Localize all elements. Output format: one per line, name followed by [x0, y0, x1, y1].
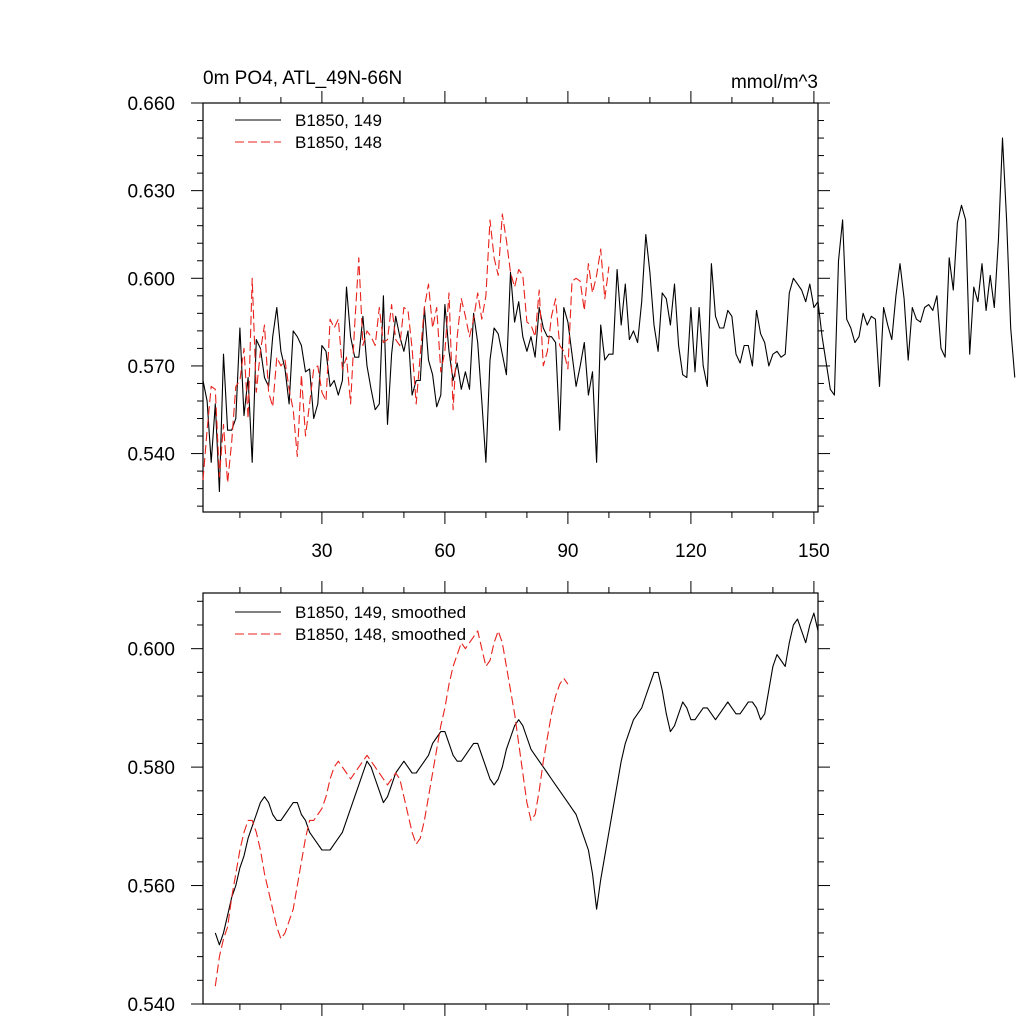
- y-tick-label: 0.570: [127, 357, 175, 378]
- y-tick-label: 0.600: [127, 640, 175, 661]
- x-tick-label: 90: [557, 541, 578, 562]
- y-tick-label: 0.560: [127, 877, 175, 898]
- y-tick-label: 0.540: [127, 995, 175, 1016]
- x-tick-label: 120: [675, 541, 707, 562]
- plot-frame: [202, 592, 819, 1005]
- plot-frame: [202, 102, 819, 513]
- chart-title: 0m PO4, ATL_49N-66N: [203, 68, 402, 89]
- series-line-1: [214, 612, 819, 946]
- bottom-panel: 0.540 0.560 0.580 0.600 B1850, 149, smoothed…: [127, 581, 830, 1016]
- legend-label-2: B1850, 148: [295, 133, 382, 152]
- x-tick-label: 30: [311, 541, 332, 562]
- series-line-1: [202, 137, 1016, 493]
- x-tick-label: 150: [798, 541, 830, 562]
- y-tick-label: 0.580: [127, 758, 175, 779]
- legend-label-2: B1850, 148, smoothed: [295, 625, 466, 644]
- legend-label-1: B1850, 149: [295, 111, 382, 130]
- legend-label-1: B1850, 149, smoothed: [295, 603, 466, 622]
- x-tick-label: 60: [434, 541, 455, 562]
- units-label: mmol/m^3: [731, 72, 818, 93]
- series-line-2: [214, 630, 569, 987]
- y-tick-label: 0.660: [127, 94, 175, 115]
- series-line-2: [202, 213, 610, 484]
- top-panel: 0m PO4, ATL_49N-66N mmol/m^3 30 60 90 120 15…: [127, 68, 1016, 562]
- y-tick-label: 0.630: [127, 182, 175, 203]
- y-tick-label: 0.600: [127, 269, 175, 290]
- y-tick-label: 0.540: [127, 445, 175, 466]
